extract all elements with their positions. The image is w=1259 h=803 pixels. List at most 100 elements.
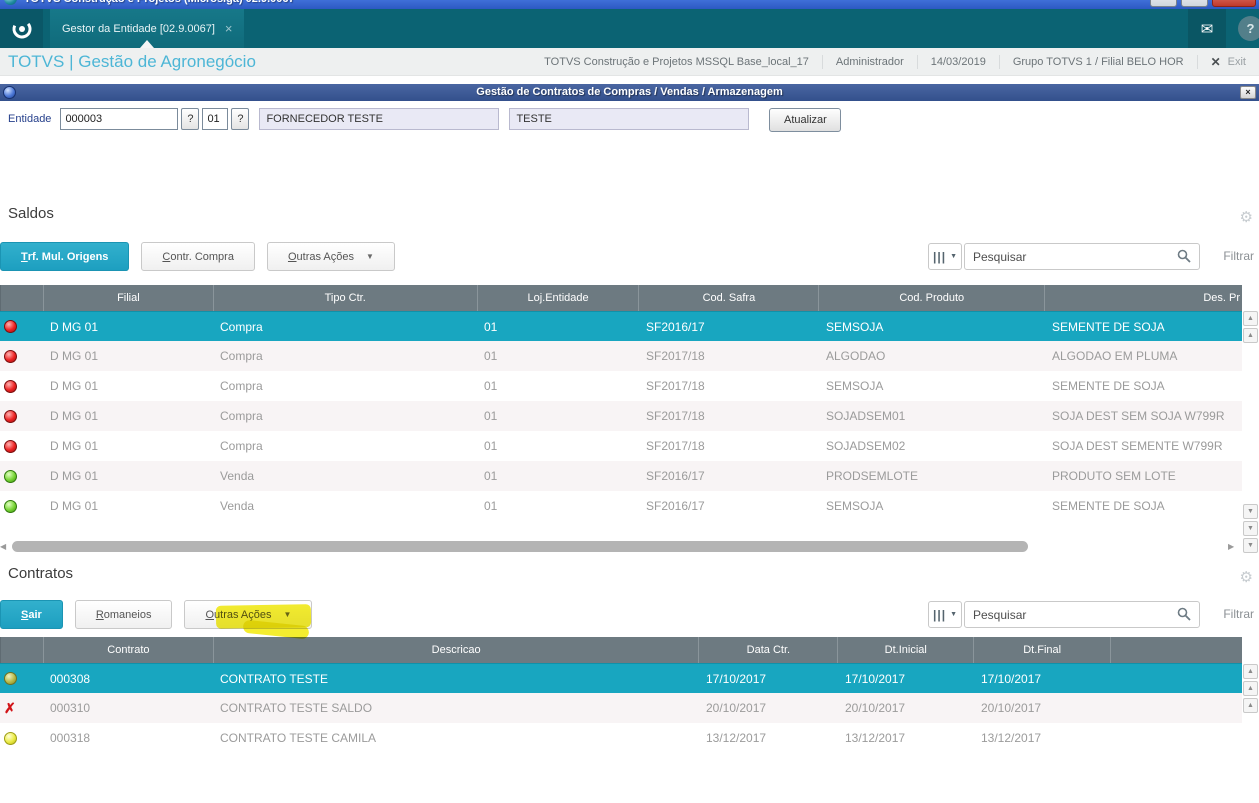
column-header-descricao[interactable]: Descricao xyxy=(212,637,699,663)
tab-bar: Gestor da Entidade [02.9.0067] × ✉ ? xyxy=(0,9,1259,48)
hscroll-thumb[interactable] xyxy=(12,541,1028,552)
atualizar-button[interactable]: Atualizar xyxy=(769,108,842,132)
status-cell xyxy=(0,499,42,513)
contratos-grid-header-row: Contrato Descricao Data Ctr. Dt.Inicial Dt.F… xyxy=(0,637,1242,663)
scroll-up-icon[interactable]: ▲ xyxy=(1243,681,1258,696)
saldos-hscrollbar[interactable]: ◀ ▶ xyxy=(0,540,1240,553)
store-code-input[interactable] xyxy=(202,108,229,130)
cell: SF2017/18 xyxy=(646,379,705,393)
cell: SF2016/17 xyxy=(646,469,705,483)
totvs-logo-icon[interactable] xyxy=(0,9,43,48)
table-row[interactable]: D MG 01 Compra 01 SF2016/17 SEMSOJA SEMENTE D… xyxy=(0,311,1242,341)
scroll-down-icon[interactable]: ▼ xyxy=(1243,504,1258,519)
table-row[interactable]: D MG 01 Compra 01 SF2017/18 ALGODAO ALGODAO E… xyxy=(0,341,1242,371)
column-header-data-ctr-[interactable]: Data Ctr. xyxy=(698,637,837,663)
entity-form: Entidade ? ? FORNECEDOR TESTE TESTE Atua… xyxy=(0,101,1259,141)
saldos-vscroll-up: ▲ ▲ xyxy=(1243,311,1258,345)
cell: SF2017/18 xyxy=(646,349,705,363)
column-header-cod-produto[interactable]: Cod. Produto xyxy=(818,285,1044,311)
saldos-search-input[interactable] xyxy=(964,243,1200,270)
group-branch-label: Grupo TOTVS 1 / Filial BELO HOR xyxy=(998,55,1197,69)
scroll-right-icon[interactable]: ▶ xyxy=(1228,542,1235,551)
scroll-down-icon[interactable]: ▼ xyxy=(1243,538,1258,553)
table-row[interactable]: D MG 01 Venda 01 SF2016/17 SEMSOJA SEMENTE DE… xyxy=(0,491,1242,521)
contratos-search-input[interactable] xyxy=(964,601,1200,628)
app-icon xyxy=(4,0,17,5)
table-row[interactable]: D MG 01 Compra 01 SF2017/18 SOJADSEM02 SOJA D… xyxy=(0,431,1242,461)
entity-code-input[interactable] xyxy=(60,108,179,130)
column-header-filial[interactable]: Filial xyxy=(42,285,213,311)
column-header-tipo-ctr-[interactable]: Tipo Ctr. xyxy=(212,285,477,311)
scroll-up-icon[interactable]: ▲ xyxy=(1243,664,1258,679)
window-maximize-button[interactable] xyxy=(1181,0,1208,7)
cell: 01 xyxy=(484,469,498,483)
tab-label: Gestor da Entidade [02.9.0067] xyxy=(62,22,215,35)
saldos-filter-link[interactable]: Filtrar xyxy=(1223,249,1254,263)
window-close-button[interactable] xyxy=(1212,0,1256,7)
column-header-dt-final[interactable]: Dt.Final xyxy=(973,637,1110,663)
cell: Compra xyxy=(220,319,263,334)
cell: Compra xyxy=(220,349,263,363)
saldos-column-chooser-button[interactable]: ||| ▼ xyxy=(928,243,962,270)
cell: D MG 01 xyxy=(50,409,99,423)
contratos-column-chooser-button[interactable]: ||| ▼ xyxy=(928,601,962,628)
contratos-search-cluster: ||| ▼ xyxy=(928,601,1200,628)
help-icon[interactable]: ? xyxy=(1238,16,1259,41)
exit-button[interactable]: ✕ Exit xyxy=(1196,55,1259,69)
table-row[interactable]: 000308 CONTRATO TESTE 17/10/2017 17/10/2017… xyxy=(0,663,1242,693)
contratos-settings-gear-icon[interactable]: ⚙ xyxy=(1239,569,1253,586)
cell: D MG 01 xyxy=(50,349,99,363)
table-row[interactable]: D MG 01 Compra 01 SF2017/18 SEMSOJA SEMENTE D… xyxy=(0,371,1242,401)
column-header-contrato[interactable]: Contrato xyxy=(42,637,213,663)
cell: Compra xyxy=(220,439,263,453)
status-cell: ✗ xyxy=(0,701,42,715)
chevron-down-icon: ▼ xyxy=(366,252,374,261)
table-row[interactable]: D MG 01 Compra 01 SF2017/18 SOJADSEM01 SOJA D… xyxy=(0,401,1242,431)
cell: SEMENTE DE SOJA xyxy=(1052,499,1165,513)
tab-gestor-da-entidade[interactable]: Gestor da Entidade [02.9.0067] × xyxy=(50,9,245,48)
cell: SOJADSEM02 xyxy=(826,439,906,453)
scroll-left-icon[interactable]: ◀ xyxy=(0,542,7,551)
column-header-des-pr[interactable]: Des. Pr xyxy=(1044,285,1242,311)
table-row[interactable]: D MG 01 Venda 01 SF2016/17 PRODSEMLOTE PRODUT… xyxy=(0,461,1242,491)
cell: ALGODAO xyxy=(826,349,886,363)
saldos-search-cluster: ||| ▼ xyxy=(928,243,1200,270)
scroll-down-icon[interactable]: ▼ xyxy=(1243,521,1258,536)
scroll-up-icon[interactable]: ▲ xyxy=(1243,311,1258,326)
table-row[interactable]: ✗ 000310 CONTRATO TESTE SALDO 20/10/2017 20/… xyxy=(0,693,1242,723)
column-bars-icon: ||| xyxy=(932,607,947,622)
saldos-vscroll-down: ▼ ▼ ▼ xyxy=(1243,504,1258,555)
mail-icon[interactable]: ✉ xyxy=(1188,9,1226,48)
entity-lookup-button[interactable]: ? xyxy=(181,108,200,130)
saldos-settings-gear-icon[interactable]: ⚙ xyxy=(1239,209,1253,226)
window-minimize-button[interactable] xyxy=(1150,0,1177,7)
exit-x-icon: ✕ xyxy=(1210,55,1221,69)
cell: Venda xyxy=(220,499,255,513)
cell: 20/10/2017 xyxy=(981,701,1042,715)
column-header-dt-inicial[interactable]: Dt.Inicial xyxy=(837,637,973,663)
cell: 17/10/2017 xyxy=(845,671,906,686)
scroll-up-icon[interactable]: ▲ xyxy=(1243,698,1258,713)
cell: ALGODAO EM PLUMA xyxy=(1052,349,1178,363)
tab-close-icon[interactable]: × xyxy=(224,21,233,36)
column-header-status xyxy=(1,285,43,311)
cell: Compra xyxy=(220,409,263,423)
column-header-cod-safra[interactable]: Cod. Safra xyxy=(638,285,818,311)
dialog-close-button[interactable]: × xyxy=(1240,86,1256,99)
status-cell xyxy=(0,379,42,393)
table-row[interactable]: 000318 CONTRATO TESTE CAMILA 13/12/2017 13/… xyxy=(0,723,1242,753)
column-header-loj-entidade[interactable]: Loj.Entidade xyxy=(476,285,639,311)
contratos-filter-link[interactable]: Filtrar xyxy=(1223,607,1254,621)
contratos-section-title: Contratos xyxy=(8,565,74,582)
status-cell xyxy=(0,320,42,333)
cell: 13/12/2017 xyxy=(706,731,767,745)
status-red-icon xyxy=(4,349,17,363)
store-lookup-button[interactable]: ? xyxy=(231,108,250,130)
scroll-up-icon[interactable]: ▲ xyxy=(1243,328,1258,343)
